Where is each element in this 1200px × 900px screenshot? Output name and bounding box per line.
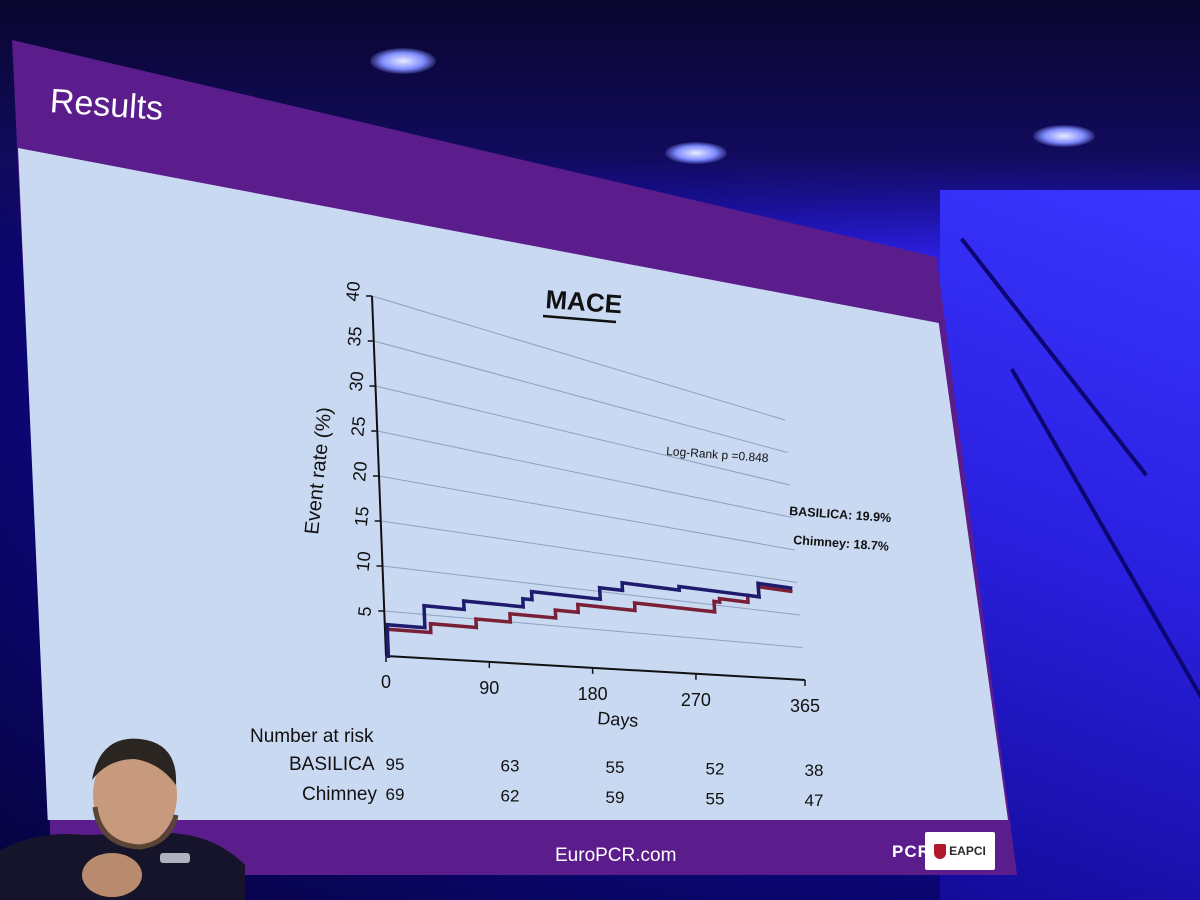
risk-value: 38 [805,761,824,780]
eapci-logo-text: EAPCI [949,844,986,858]
ceiling-light-left [370,48,436,74]
x-tick-label: 270 [681,690,711,710]
presenter-silhouette [0,738,245,900]
chart-title: MACE [545,284,623,319]
grid-line [375,385,791,486]
y-tick-label: 10 [353,550,375,572]
series-line-basilica [385,580,793,658]
x-tick-label: 0 [381,672,391,692]
risk-value: 59 [606,788,625,807]
x-axis [385,655,806,681]
risk-value: 52 [706,760,725,779]
series-line-chimney [385,584,793,658]
x-tick-label: 180 [578,684,608,704]
risk-row-label-basilica: BASILICA [289,754,375,775]
y-axis-label: Event rate (%) [301,406,336,535]
shield-icon [934,843,947,859]
risk-value: 55 [606,758,625,777]
x-axis-label: Days [597,708,639,731]
x-tick-label: 90 [479,678,499,698]
grid-line [378,475,796,551]
x-tick-label: 365 [790,696,820,716]
grid-lines [371,295,803,648]
y-tick-label: 15 [351,505,373,527]
pcr-logo: PCR [892,842,931,861]
risk-value: 62 [501,787,520,806]
grid-line [382,565,801,616]
number-at-risk-heading: Number at risk [250,726,374,747]
risk-value: 95 [386,755,405,774]
risk-value: 69 [386,785,405,804]
y-tick-label: 25 [347,415,369,437]
number-at-risk-values: 95 63 55 52 38 69 62 59 55 47 [386,755,824,810]
y-ticks: 5 10 15 20 25 30 35 40 [342,280,385,617]
risk-value: 55 [706,790,725,809]
footer-url: EuroPCR.com [555,845,677,866]
grid-line [377,430,793,518]
x-ticks: 0 90 180 270 365 [381,656,820,716]
grid-line [371,295,786,421]
y-tick-label: 30 [346,370,368,392]
grid-line [373,340,788,453]
ceiling-light-right [1033,125,1095,147]
series-lines [385,580,793,658]
legend-basilica: BASILICA: 19.9% [789,504,892,525]
risk-value: 47 [805,791,824,810]
ceiling-light-middle [665,142,727,164]
chart-title-underline [542,314,617,324]
log-rank-annotation: Log-Rank p =0.848 [666,444,769,465]
risk-value: 63 [501,757,520,776]
eapci-logo: EAPCI [925,832,995,870]
y-tick-label: 40 [342,280,364,302]
risk-row-label-chimney: Chimney [302,784,377,805]
grid-line [380,520,798,583]
grid-line [384,610,803,648]
y-tick-label: 35 [344,325,366,347]
y-tick-label: 5 [354,605,375,617]
y-tick-label: 20 [349,460,371,482]
legend-chimney: Chimney: 18.7% [793,533,890,554]
